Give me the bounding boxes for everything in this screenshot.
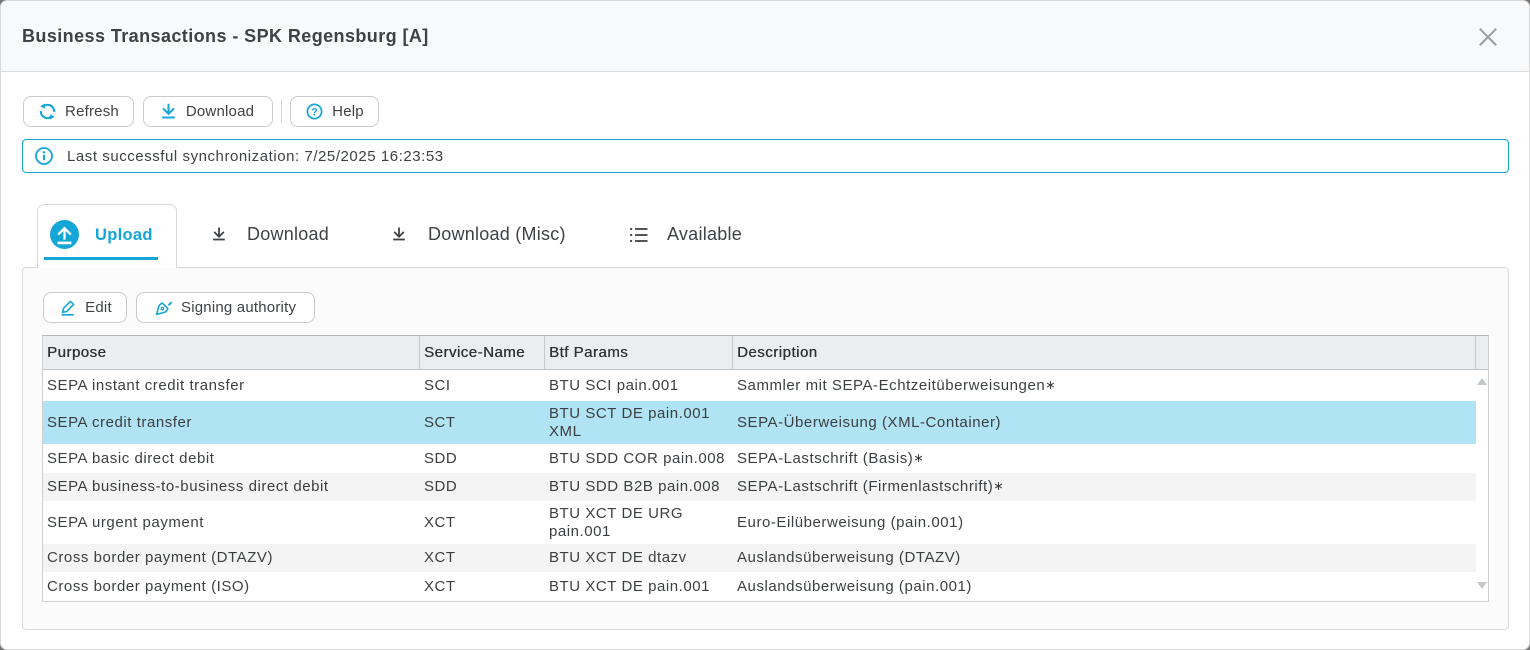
svg-text:?: ? (311, 106, 318, 118)
